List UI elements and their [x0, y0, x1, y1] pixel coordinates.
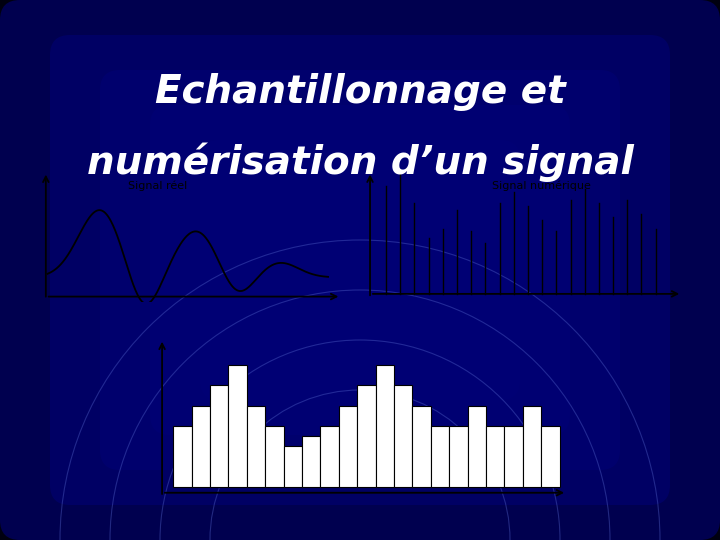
Bar — [357, 386, 376, 487]
Bar — [247, 406, 265, 487]
Bar — [449, 426, 467, 487]
FancyBboxPatch shape — [200, 140, 520, 400]
Text: numérisation d’un signal: numérisation d’un signal — [86, 142, 634, 182]
FancyBboxPatch shape — [50, 35, 670, 505]
Bar — [467, 406, 486, 487]
Text: Signal numérique: Signal numérique — [492, 181, 591, 191]
Bar — [486, 426, 505, 487]
FancyBboxPatch shape — [150, 105, 570, 435]
Bar — [320, 426, 338, 487]
Bar — [505, 426, 523, 487]
Bar — [173, 426, 192, 487]
Bar — [192, 406, 210, 487]
FancyBboxPatch shape — [100, 70, 620, 470]
Bar — [541, 426, 559, 487]
Bar — [228, 365, 247, 487]
Bar — [376, 365, 394, 487]
Bar — [338, 406, 357, 487]
Text: Signal réel: Signal réel — [128, 181, 188, 191]
Text: Echantillonnage et: Echantillonnage et — [155, 73, 565, 111]
Bar — [302, 436, 320, 487]
Bar — [265, 426, 284, 487]
Bar — [523, 406, 541, 487]
Bar — [413, 406, 431, 487]
Bar — [284, 446, 302, 487]
Bar — [394, 386, 413, 487]
Bar — [431, 426, 449, 487]
Bar — [210, 386, 228, 487]
